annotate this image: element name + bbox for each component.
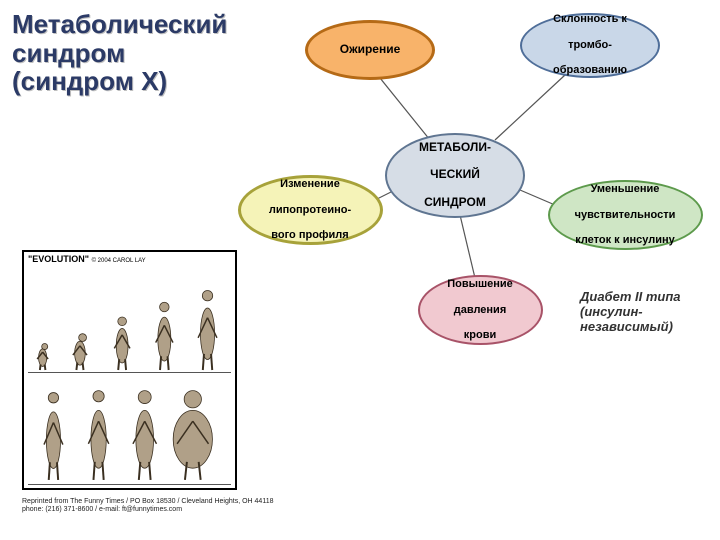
diabetes-line-3: независимый): [580, 319, 673, 334]
center-line-3: СИНДРОМ: [419, 196, 491, 210]
node-thrombo-line-3: образованию: [553, 64, 627, 77]
node-obesity-label: Ожирение: [340, 43, 401, 57]
node-bp-line-3: крови: [447, 329, 513, 342]
title-line-3: (синдром X): [12, 67, 227, 96]
node-bp: Повышение давления крови: [418, 275, 543, 345]
caption-line-1: Reprinted from The Funny Times / PO Box …: [22, 498, 273, 505]
center-line-1: МЕТАБОЛИ-: [419, 141, 491, 155]
node-lipo: Изменение липопротеино- вого профиля: [238, 175, 383, 245]
title-line-2: синдром: [12, 39, 227, 68]
node-thrombo: Склонность к тромбо- образованию: [520, 13, 660, 78]
diabetes-label: Диабет II типа (инсулин- независимый): [580, 290, 681, 335]
node-insulin: Уменьшение чувствительности клеток к инс…: [548, 180, 703, 250]
node-bp-line-1: Повышение: [447, 278, 513, 291]
diabetes-line-1: Диабет II типа: [580, 289, 681, 304]
center-node: МЕТАБОЛИ- ЧЕСКИЙ СИНДРОМ: [385, 133, 525, 218]
image-caption: Reprinted from The Funny Times / PO Box …: [22, 498, 273, 513]
caption-line-2: phone: (216) 371-8600 / e-mail: ft@funny…: [22, 506, 182, 513]
page-title: Метаболический синдром (синдром X): [12, 10, 227, 96]
title-line-1: Метаболический: [12, 10, 227, 39]
diabetes-line-2: (инсулин-: [580, 304, 643, 319]
stage: Метаболический синдром (синдром X) МЕТАБ…: [0, 0, 720, 540]
node-thrombo-line-1: Склонность к: [553, 13, 627, 26]
node-lipo-line-2: липопротеино-: [269, 204, 351, 217]
node-lipo-line-3: вого профиля: [269, 229, 351, 242]
node-lipo-line-1: Изменение: [269, 178, 351, 191]
node-obesity: Ожирение: [305, 20, 435, 80]
evolution-figures: [24, 252, 235, 488]
node-thrombo-line-2: тромбо-: [553, 39, 627, 52]
node-insulin-line-3: клеток к инсулину: [575, 234, 676, 247]
node-insulin-line-1: Уменьшение: [575, 183, 676, 196]
node-insulin-line-2: чувствительности: [575, 209, 676, 222]
center-line-2: ЧЕСКИЙ: [419, 168, 491, 182]
node-bp-line-2: давления: [447, 304, 513, 317]
evolution-cartoon: "EVOLUTION" © 2004 CAROL LAY: [22, 250, 237, 490]
